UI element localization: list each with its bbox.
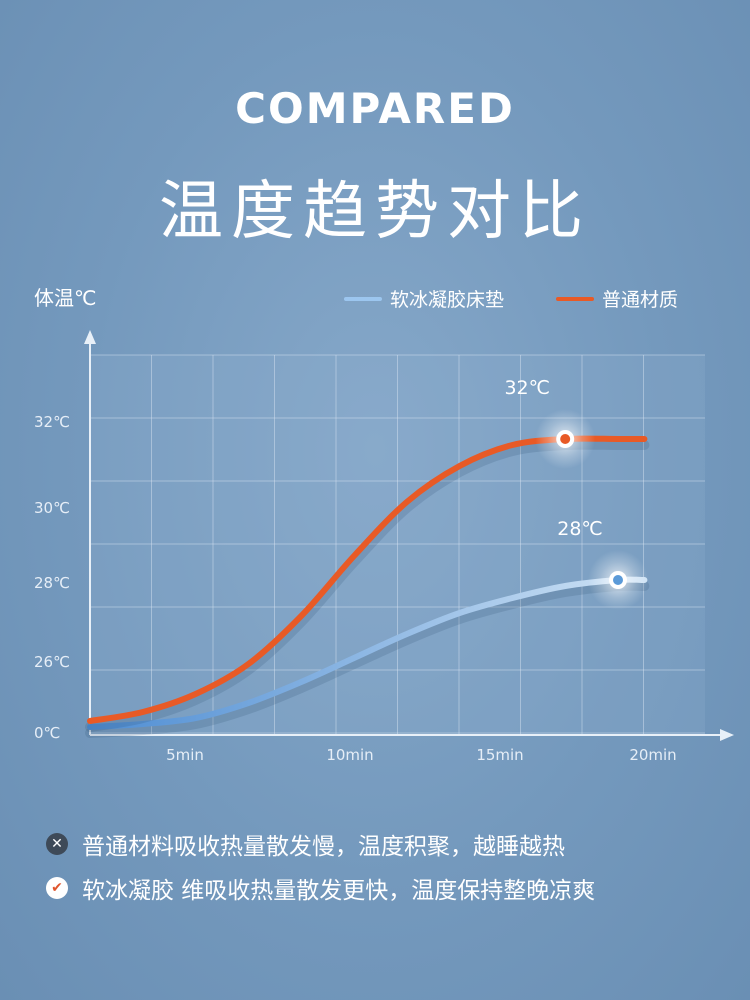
x-tick-label: 5min xyxy=(166,746,204,764)
y-tick-label: 26℃ xyxy=(34,653,70,671)
plot-area xyxy=(90,355,705,735)
note-gel-mattress: ✔ 软冰凝胶 维吸收热量散发更快，温度保持整晚凉爽 xyxy=(46,866,736,910)
heading-chinese: 温度趋势对比 xyxy=(159,175,591,249)
x-tick-label: 15min xyxy=(476,746,523,764)
series-line-gel-mattress xyxy=(87,576,648,730)
x-tick-label: 10min xyxy=(326,746,373,764)
cross-icon: ✕ xyxy=(46,833,68,855)
y-tick-label: 0℃ xyxy=(34,724,60,742)
legend-label: 软冰凝胶床垫 xyxy=(390,289,504,311)
temperature-chart: 体温℃ 0℃ 26℃ 28℃ 30℃ 32℃ 5min 10min 15min 20min 28℃ 3… xyxy=(34,286,734,764)
x-tick-label: 20min xyxy=(629,746,676,764)
notes-list: ✕ 普通材料吸收热量散发慢，温度积聚，越睡越热 ✔ 软冰凝胶 维吸收热量散发更快… xyxy=(46,822,736,910)
y-tick-label: 28℃ xyxy=(34,574,70,592)
peak-marker-dot xyxy=(560,434,571,444)
y-tick-label: 32℃ xyxy=(34,413,70,431)
note-common-material: ✕ 普通材料吸收热量散发慢，温度积聚，越睡越热 xyxy=(46,822,736,866)
heading-english: COMPARED xyxy=(235,84,515,133)
peak-label: 28℃ xyxy=(557,518,603,540)
peak-label: 32℃ xyxy=(504,377,550,399)
y-axis-title: 体温℃ xyxy=(34,286,96,310)
peak-marker-dot xyxy=(613,575,623,585)
x-axis-arrow-icon xyxy=(720,729,734,741)
y-axis-arrow-icon xyxy=(84,330,96,344)
legend-label: 普通材质 xyxy=(602,289,678,311)
check-icon: ✔ xyxy=(46,877,68,899)
note-text: 软冰凝胶 维吸收热量散发更快，温度保持整晚凉爽 xyxy=(82,878,596,904)
y-tick-label: 30℃ xyxy=(34,499,70,517)
note-text: 普通材料吸收热量散发慢，温度积聚，越睡越热 xyxy=(82,834,565,860)
series-shadow xyxy=(85,580,650,738)
